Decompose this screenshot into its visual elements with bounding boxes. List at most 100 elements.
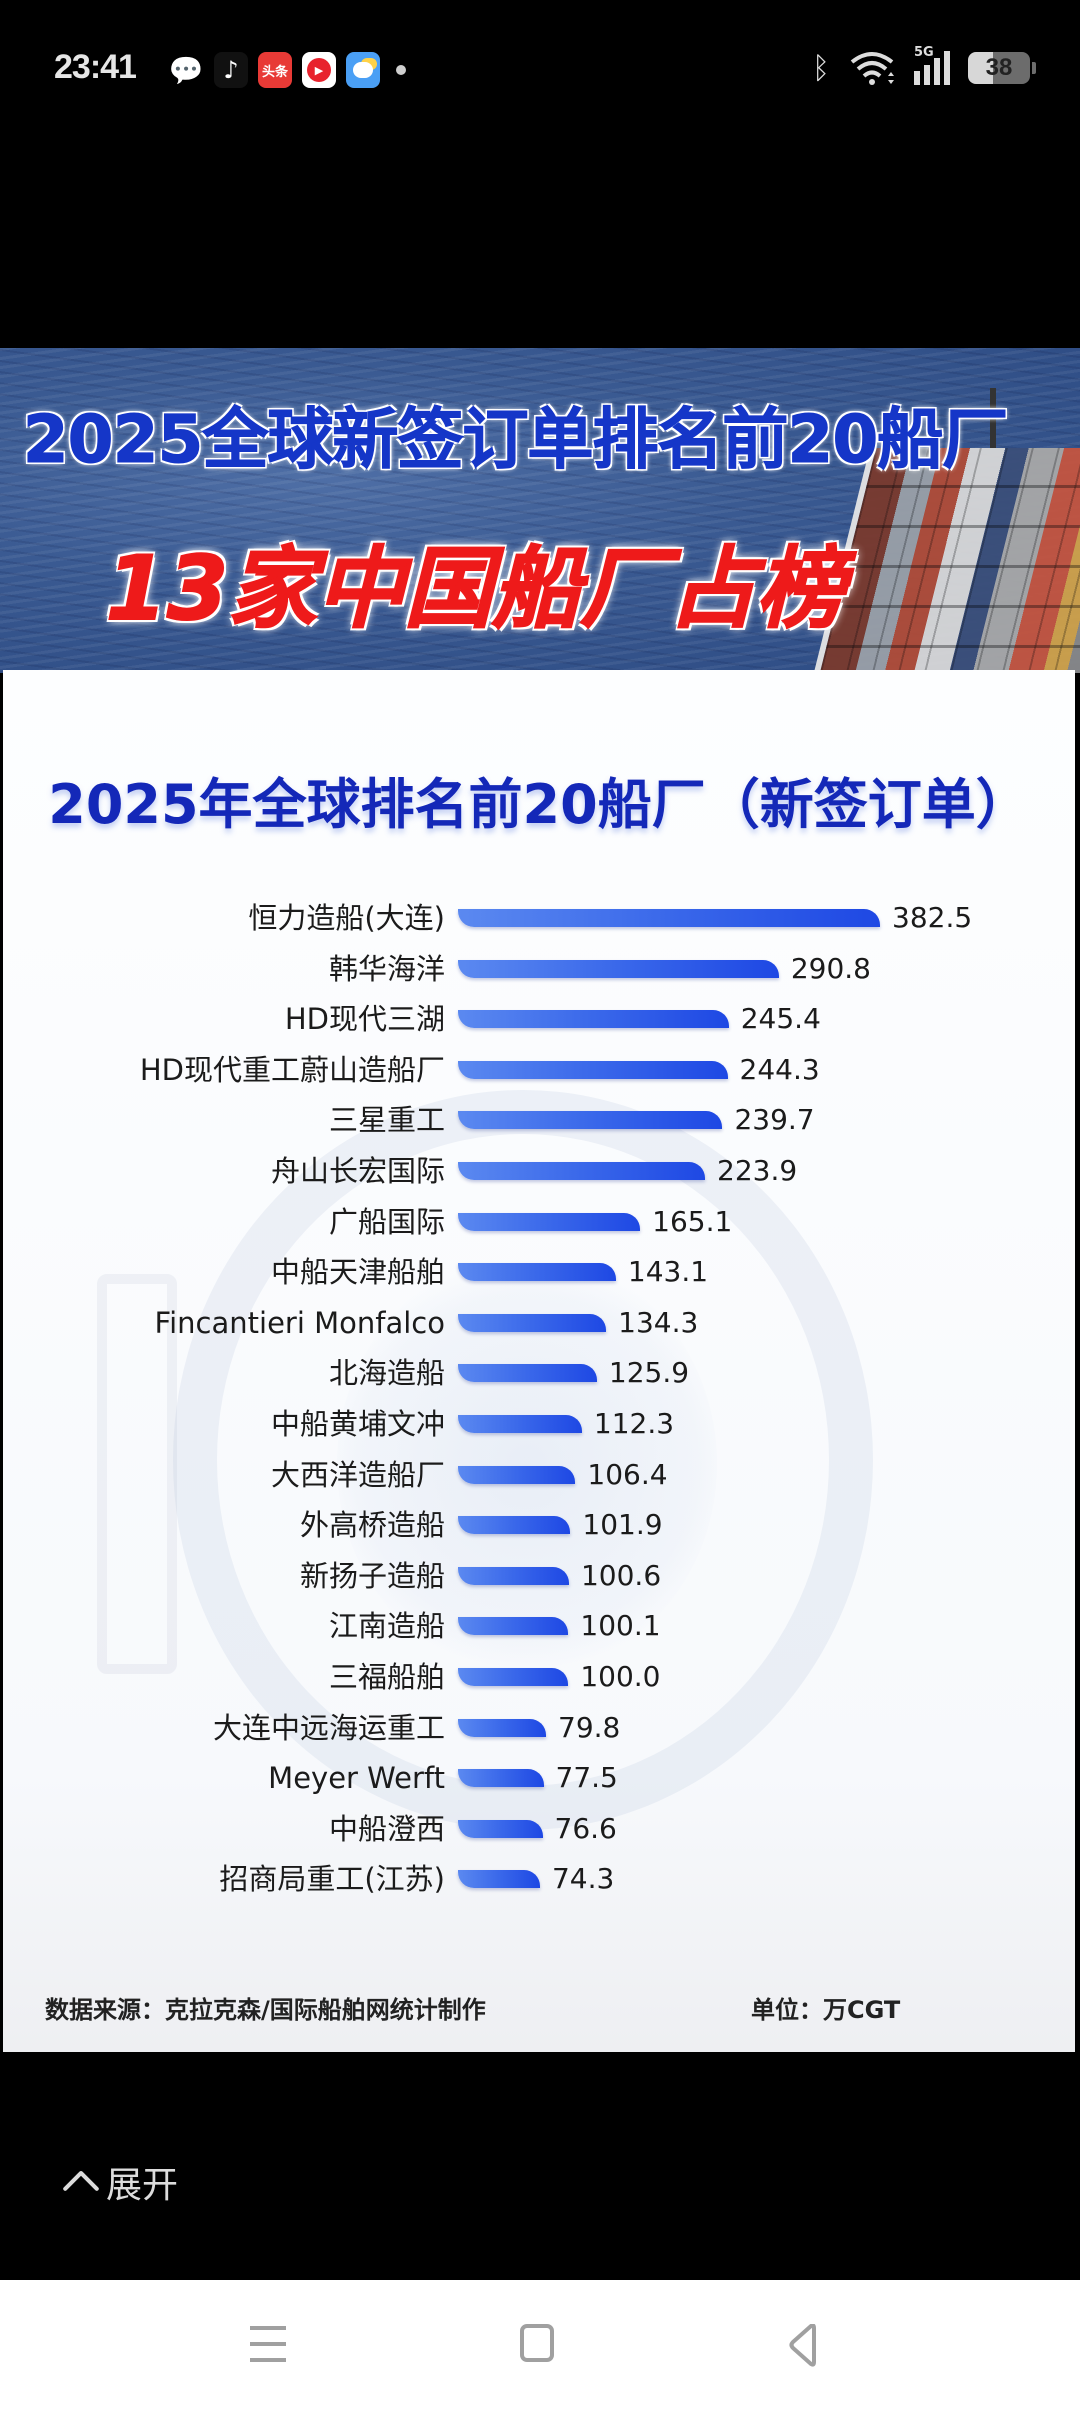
chart-row: 江南造船 100.1: [3, 1606, 1075, 1646]
bar-value: 244.3: [739, 1052, 820, 1086]
recent-apps-button[interactable]: [246, 2324, 290, 2368]
home-button[interactable]: [516, 2324, 560, 2368]
navigation-bar: [0, 2280, 1080, 2412]
bar: [458, 909, 880, 927]
bar: [458, 1111, 723, 1130]
bar-value: 100.6: [580, 1558, 662, 1592]
bar-value: 76.6: [554, 1811, 617, 1845]
chart-row: Meyer Werft 77.5: [3, 1758, 1075, 1798]
wechat-icon: 💬: [168, 53, 204, 87]
bar: [458, 1212, 641, 1231]
bar-value: 239.7: [734, 1103, 815, 1137]
bar: [458, 1718, 547, 1737]
status-time: 23:41: [54, 48, 137, 86]
tiktok-icon: ♪: [214, 52, 248, 88]
bar: [458, 1465, 576, 1484]
bar-label: 北海造船: [328, 1356, 445, 1391]
wifi-icon: [850, 52, 894, 85]
toutiao-icon: 头条: [258, 52, 292, 88]
chart-row: 三福船舶 100.0: [3, 1657, 1075, 1697]
bar-label: 广船国际: [328, 1204, 445, 1239]
cellular-signal-icon: 5G: [914, 45, 950, 85]
chart-row: 大西洋造船厂 106.4: [3, 1455, 1075, 1495]
banner: 2025全球新签订单排名前20船厂 13家中国船厂占榜: [0, 348, 1080, 673]
bluetooth-icon: ᛒ: [812, 50, 830, 86]
chart-row: 恒力造船(大连) 382.5: [3, 898, 1075, 938]
bar: [458, 1415, 582, 1433]
bar-value: 79.8: [558, 1710, 621, 1744]
chart-row: 外高桥造船 101.9: [3, 1505, 1075, 1545]
bar-value: 245.4: [740, 1002, 821, 1036]
network-type: 5G: [914, 45, 934, 60]
bar-label: 招商局重工(江苏): [219, 1862, 445, 1897]
bar: [458, 1313, 607, 1332]
bar-label: 中船天津船舶: [270, 1255, 445, 1290]
bar-label: 三星重工: [328, 1103, 445, 1138]
bar-label: Fincantieri Monfalco: [154, 1305, 445, 1340]
bar-label: 大西洋造船厂: [270, 1457, 445, 1492]
bar-value: 77.5: [555, 1761, 618, 1795]
banner-title: 2025全球新签订单排名前20船厂: [22, 401, 1009, 479]
more-notifications-dot: [396, 65, 406, 75]
bar-value: 382.5: [892, 901, 973, 934]
back-button[interactable]: [782, 2324, 826, 2368]
bar-label: 新扬子造船: [299, 1558, 445, 1593]
chart-row: Fincantieri Monfalco 134.3: [3, 1303, 1075, 1343]
expand-button[interactable]: 展开: [64, 2156, 178, 2208]
bar-label: 舟山长宏国际: [270, 1154, 445, 1188]
bar: [458, 1668, 569, 1686]
chart-row: 广船国际 165.1: [3, 1202, 1075, 1242]
bar-value: 100.1: [580, 1609, 661, 1643]
bar-value: 112.3: [593, 1407, 675, 1440]
bar-value: 134.3: [618, 1305, 699, 1339]
chart-row: 中船黄埔文冲 112.3: [3, 1404, 1075, 1444]
chart-row: 韩华海洋 290.8: [3, 949, 1075, 989]
bar: [458, 1566, 569, 1585]
data-source: 数据来源：克拉克森/国际船舶网统计制作: [45, 1996, 486, 2024]
video-icon: ▶: [302, 52, 336, 88]
system-icons: ᛒ 5G 38: [812, 45, 1036, 88]
bar-label: 大连中远海运重工: [212, 1710, 445, 1745]
bar-label: 中船黄埔文冲: [270, 1407, 445, 1441]
chart-row: 新扬子造船 100.6: [3, 1556, 1075, 1596]
chart-row: 中船天津船舶 143.1: [3, 1252, 1075, 1292]
bar-value: 125.9: [608, 1356, 690, 1390]
bar-label: 外高桥造船: [299, 1508, 445, 1543]
chart-row: HD现代重工蔚山造船厂 244.3: [3, 1050, 1075, 1090]
bar-value: 101.9: [582, 1508, 663, 1542]
bar-value: 74.3: [551, 1862, 615, 1896]
bar: [458, 1010, 729, 1029]
bar: [458, 1870, 540, 1889]
bar-label: HD现代重工蔚山造船厂: [139, 1052, 445, 1087]
chart-card: 2025年全球排名前20船厂（新签订单） 恒力造船(大连) 382.5 韩华海洋 29…: [3, 670, 1075, 2052]
bar-label: HD现代三湖: [284, 1002, 445, 1037]
chevron-up-icon: [64, 2167, 94, 2197]
ship-mast: [990, 388, 996, 448]
bar-label: 中船澄西: [328, 1811, 445, 1846]
chart-row: HD现代三湖 245.4: [3, 999, 1075, 1039]
bar-label: Meyer Werft: [268, 1761, 445, 1796]
weather-icon: [346, 52, 380, 88]
chart-row: 大连中远海运重工 79.8: [3, 1708, 1075, 1748]
notification-icons: 💬 ♪ 头条 ▶: [168, 52, 406, 88]
chart-row: 招商局重工(江苏) 74.3: [3, 1859, 1075, 1899]
bar: [458, 1364, 597, 1383]
bar-value: 223.9: [717, 1154, 798, 1187]
chart-row: 中船澄西 76.6: [3, 1809, 1075, 1849]
bar: [458, 1516, 571, 1535]
bar-label: 三福船舶: [328, 1660, 445, 1694]
bar-label: 恒力造船(大连): [248, 901, 445, 935]
post-image[interactable]: 2025全球新签订单排名前20船厂 13家中国船厂占榜 2025年全球排名前20…: [0, 348, 1080, 2052]
bar: [458, 1263, 616, 1282]
bar: [458, 959, 779, 978]
bar-value: 290.8: [790, 951, 871, 985]
bar: [458, 1819, 543, 1838]
chart-row: 北海造船 125.9: [3, 1353, 1075, 1393]
chart-row: 三星重工 239.7: [3, 1100, 1075, 1140]
status-bar: 23:41 💬 ♪ 头条 ▶ ᛒ 5G 38: [0, 0, 1080, 140]
expand-label: 展开: [106, 2165, 179, 2206]
battery-icon: 38: [968, 52, 1036, 84]
bar-label: 江南造船: [328, 1609, 445, 1644]
bar: [458, 1162, 706, 1180]
chart-row: 舟山长宏国际 223.9: [3, 1151, 1075, 1191]
